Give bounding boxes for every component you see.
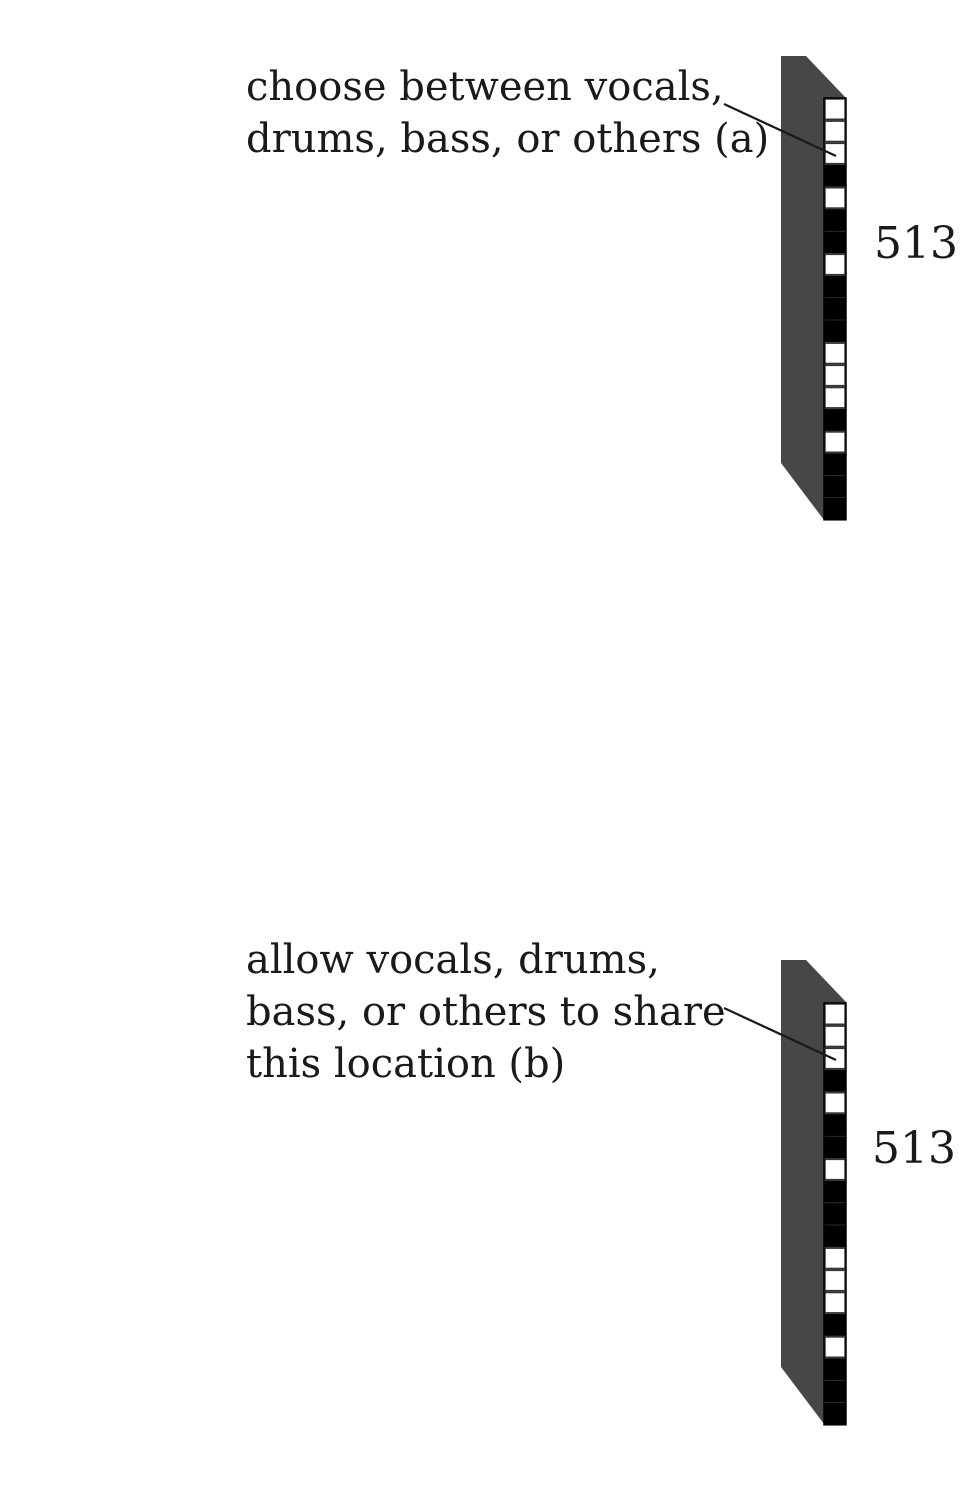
- cell-column-b: [823, 1002, 847, 1426]
- cell-inactive: [824, 1003, 846, 1025]
- panel-a: choose between vocals, drums, bass, or o…: [246, 56, 958, 521]
- cell-inactive: [824, 1025, 846, 1048]
- cell-active: [824, 298, 846, 320]
- cell-inactive: [824, 142, 846, 165]
- cell-active: [824, 1225, 846, 1247]
- cell-inactive: [824, 1336, 846, 1358]
- cell-active: [824, 1114, 846, 1136]
- cell-inactive: [824, 1269, 846, 1292]
- cell-active: [824, 475, 846, 498]
- cell-active: [824, 453, 846, 476]
- annotation-a: choose between vocals, drums, bass, or o…: [246, 64, 769, 162]
- cell-inactive: [824, 431, 846, 453]
- annotation-b-line-2: bass, or others to share: [246, 989, 726, 1035]
- cell-inactive: [824, 1247, 846, 1270]
- cell-active: [824, 1136, 846, 1159]
- panel-b: allow vocals, drums, bass, or others to …: [246, 937, 956, 1426]
- cell-inactive: [824, 342, 846, 365]
- annotation-b-line-3: this location (b): [246, 1041, 565, 1087]
- cell-active: [824, 1358, 846, 1381]
- cell-active: [824, 320, 846, 342]
- cell-inactive: [824, 1092, 846, 1114]
- cell-active: [824, 1402, 846, 1425]
- cell-inactive: [824, 98, 846, 120]
- cell-active: [824, 497, 846, 520]
- annotation-b-line-1: allow vocals, drums,: [246, 937, 660, 983]
- cell-active: [824, 231, 846, 254]
- cell-inactive: [824, 120, 846, 143]
- cell-active: [824, 409, 846, 431]
- cell-active: [824, 1314, 846, 1336]
- cell-inactive: [824, 253, 846, 276]
- cell-active: [824, 1180, 846, 1203]
- dimension-label-a: 513: [874, 218, 958, 269]
- cell-inactive: [824, 1291, 846, 1314]
- cell-inactive: [824, 386, 846, 409]
- leader-line-b: [723, 1007, 837, 1061]
- cell-inactive: [824, 364, 846, 387]
- cell-active: [824, 164, 846, 187]
- leader-line-a: [723, 103, 837, 157]
- cell-inactive: [824, 187, 846, 209]
- cell-active: [824, 1069, 846, 1092]
- cell-active: [824, 209, 846, 231]
- cell-column-a: [823, 97, 847, 521]
- annotation-a-line-1: choose between vocals,: [246, 64, 724, 110]
- cell-active: [824, 275, 846, 298]
- annotation-b: allow vocals, drums, bass, or others to …: [246, 937, 738, 1087]
- annotation-a-line-2: drums, bass, or others (a): [246, 116, 769, 162]
- cell-column-border: [823, 97, 847, 521]
- cell-active: [824, 1203, 846, 1225]
- cell-column-border: [823, 1002, 847, 1426]
- cell-inactive: [824, 1158, 846, 1181]
- dimension-label-b: 513: [872, 1123, 956, 1174]
- cell-active: [824, 1380, 846, 1403]
